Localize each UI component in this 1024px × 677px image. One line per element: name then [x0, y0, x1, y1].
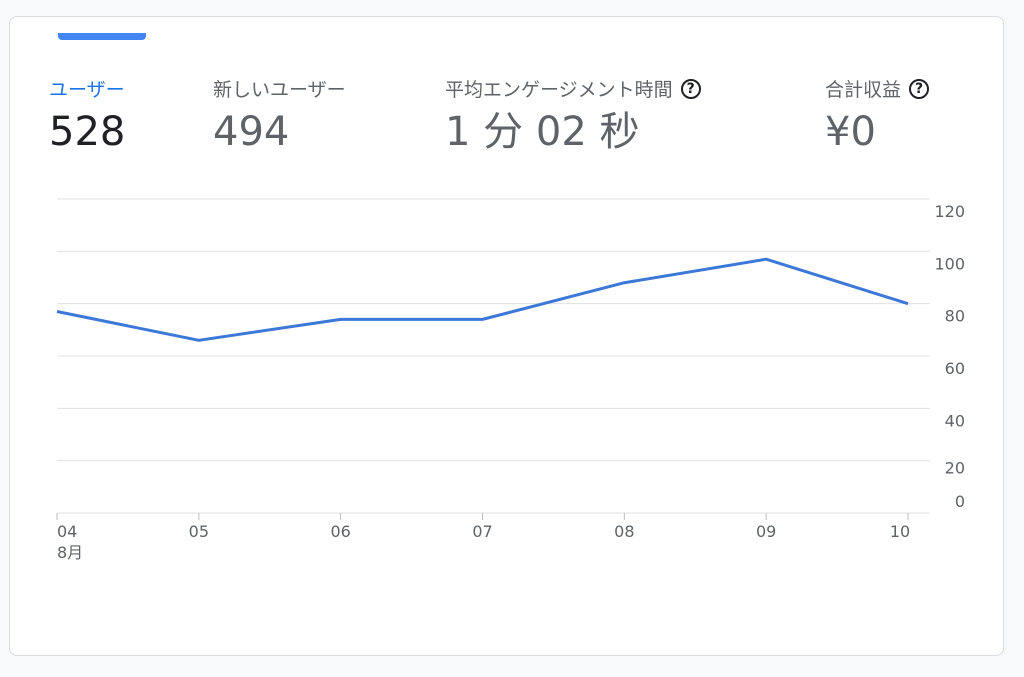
x-tick-label: 05 [189, 522, 209, 541]
y-tick-label: 40 [945, 411, 965, 430]
metric-total-revenue-tab[interactable]: 合計収益 ? ¥0 [825, 75, 930, 155]
y-tick-label: 120 [934, 202, 965, 221]
metric-avg-engagement-label: 平均エンゲージメント時間 [445, 79, 673, 101]
series-line [56, 257, 909, 342]
metric-total-revenue-value: ¥0 [825, 109, 876, 155]
metric-users-tab[interactable]: ユーザー 528 [49, 75, 125, 154]
help-circle-icon[interactable]: ? [909, 78, 930, 99]
active-tab-indicator [58, 33, 146, 40]
x-tick-label: 08 [614, 522, 634, 541]
users-line-chart: 0 20 40 60 80 100 120 04 05 06 07 08 09 10 8月 [56, 198, 965, 562]
metric-avg-engagement-tab[interactable]: 平均エンゲージメント時間 ? 1 分 02 秒 [445, 75, 701, 154]
y-tick-label: 20 [945, 459, 965, 478]
metric-avg-engagement-value: 1 分 02 秒 [445, 109, 640, 155]
help-circle-icon[interactable]: ? [680, 78, 701, 99]
metrics-card: ユーザー 528 新しいユーザー 494 平均エンゲージメント時間 ? 1 分 … [9, 16, 1004, 656]
metric-users-value: 528 [49, 109, 126, 155]
y-tick-label: 100 [934, 254, 965, 273]
x-tick-label: 04 [57, 522, 77, 541]
metric-new-users-value: 494 [213, 109, 290, 155]
x-tick-label: 06 [330, 522, 350, 541]
metric-total-revenue-label: 合計収益 [825, 79, 902, 101]
x-tick-label: 07 [472, 522, 492, 541]
x-tick-label: 09 [756, 522, 776, 541]
y-tick-label: 60 [945, 359, 965, 378]
y-tick-label: 0 [955, 492, 965, 511]
x-sublabel-month: 8月 [57, 543, 83, 562]
metric-new-users-label: 新しいユーザー [213, 79, 346, 101]
x-tick-label: 10 [890, 522, 910, 541]
metric-new-users-tab[interactable]: 新しいユーザー 494 [213, 75, 346, 154]
metric-users-label: ユーザー [49, 79, 125, 101]
y-tick-label: 80 [945, 307, 965, 326]
